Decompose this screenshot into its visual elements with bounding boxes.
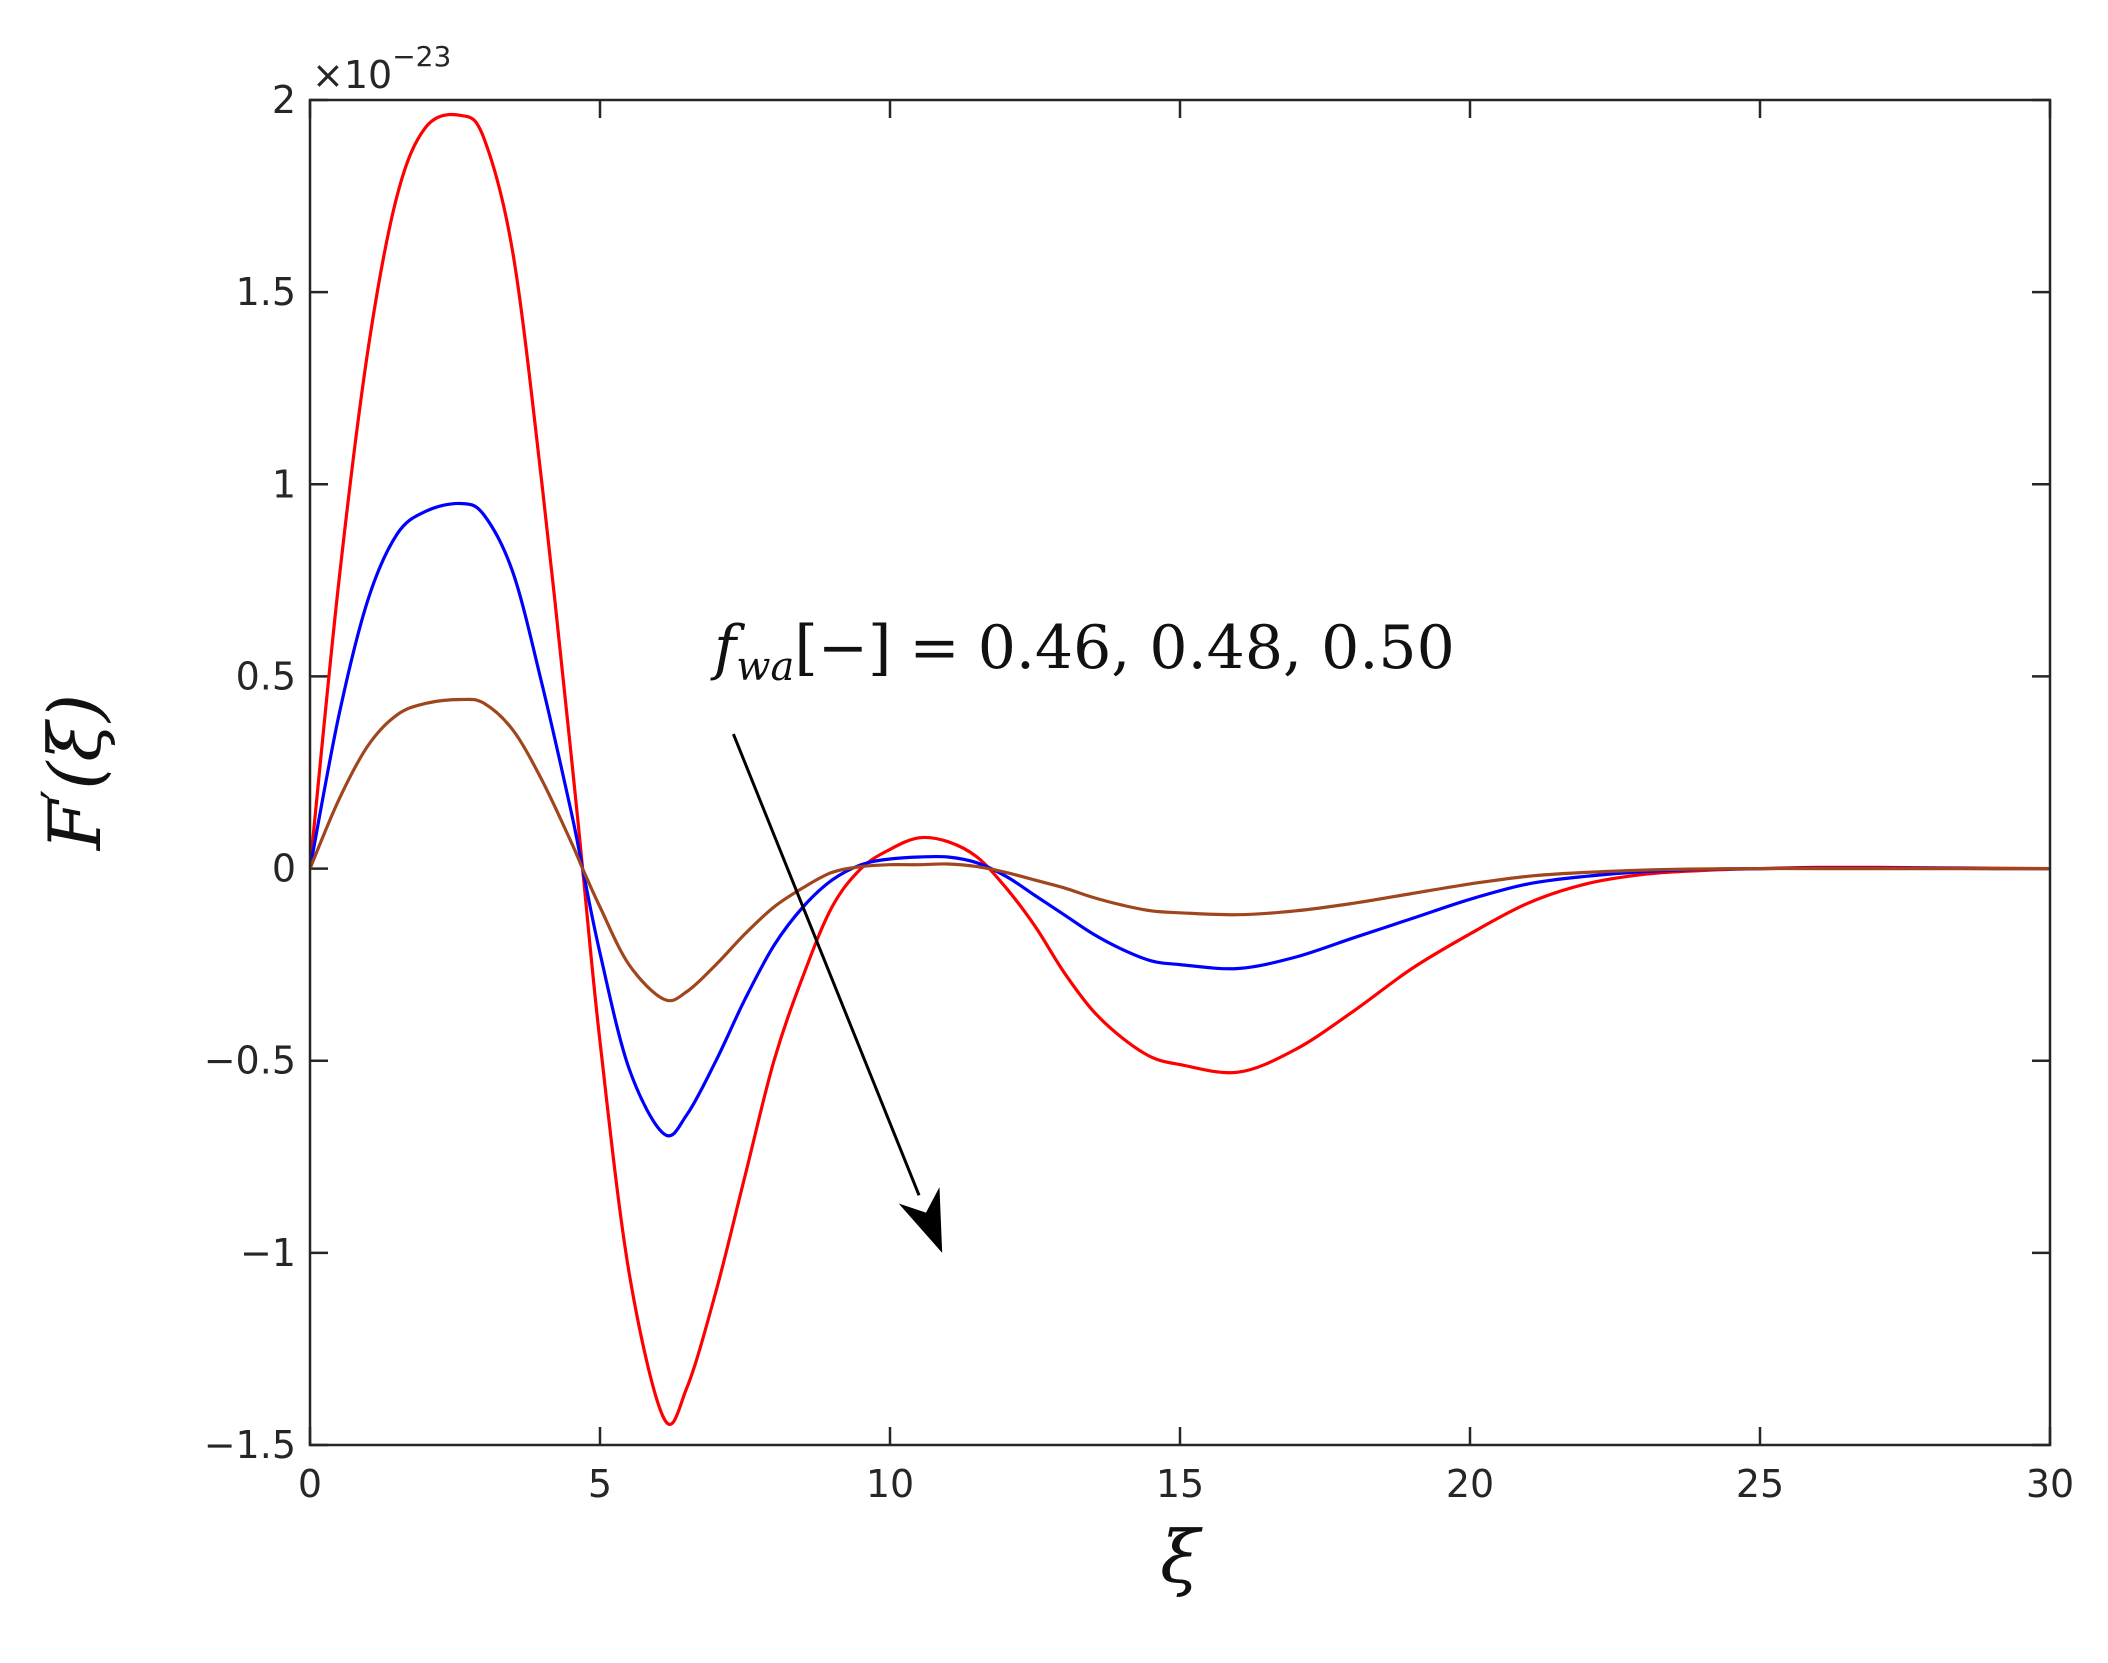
y-tick-label: −1 [240,1231,296,1275]
x-tick-label: 20 [1446,1462,1494,1506]
annotation-arrow-head [898,1187,943,1253]
plot-background [310,100,2050,1445]
y-axis-title-arg: (ξ) [33,694,117,790]
annotation-bracket: [−] [794,613,891,683]
x-tick-label: 5 [588,1462,612,1506]
x-tick-label: 0 [298,1462,322,1506]
series-lines [310,112,2050,1427]
y-exponent-power: −23 [392,40,451,73]
y-exponent: ×10−23 [312,40,451,97]
plot-frame [308,98,2052,1447]
y-axis-title: F′(ξ) [31,694,117,852]
series-line-3 [310,697,2050,1003]
y-tick-label: 2 [272,78,296,122]
y-tick-label: 1.5 [236,270,296,314]
y-exponent-prefix: ×10 [312,53,392,97]
y-tick-label: −1.5 [204,1423,296,1467]
annotation-subscript: wa [736,644,794,690]
x-tick-label: 15 [1156,1462,1204,1506]
y-axis-title-symbol: F [33,797,117,852]
x-axis-title: ξ [1160,1515,1203,1599]
y-axis-ticks: −1.5 −1 −0.5 0 0.5 1 1.5 2 [204,78,2050,1467]
x-tick-label: 10 [866,1462,914,1506]
x-axis-ticks: 0 5 10 15 20 25 30 [298,100,2074,1506]
series-line-1 [310,112,2050,1427]
x-tick-label: 30 [2026,1462,2074,1506]
y-tick-label: 1 [272,462,296,506]
y-axis-title-prime: ′ [31,790,85,800]
annotation-arrow-line [732,733,921,1196]
annotation-equals: = [909,613,959,683]
y-tick-label: −0.5 [204,1039,296,1083]
y-tick-label: 0.5 [236,654,296,698]
annotation-values: 0.46, 0.48, 0.50 [978,613,1455,683]
y-tick-label: 0 [272,847,296,891]
annotation-label: fwa[−] = 0.46, 0.48, 0.50 [710,613,1455,690]
x-tick-label: 25 [1736,1462,1784,1506]
series-line-2 [310,501,2050,1138]
